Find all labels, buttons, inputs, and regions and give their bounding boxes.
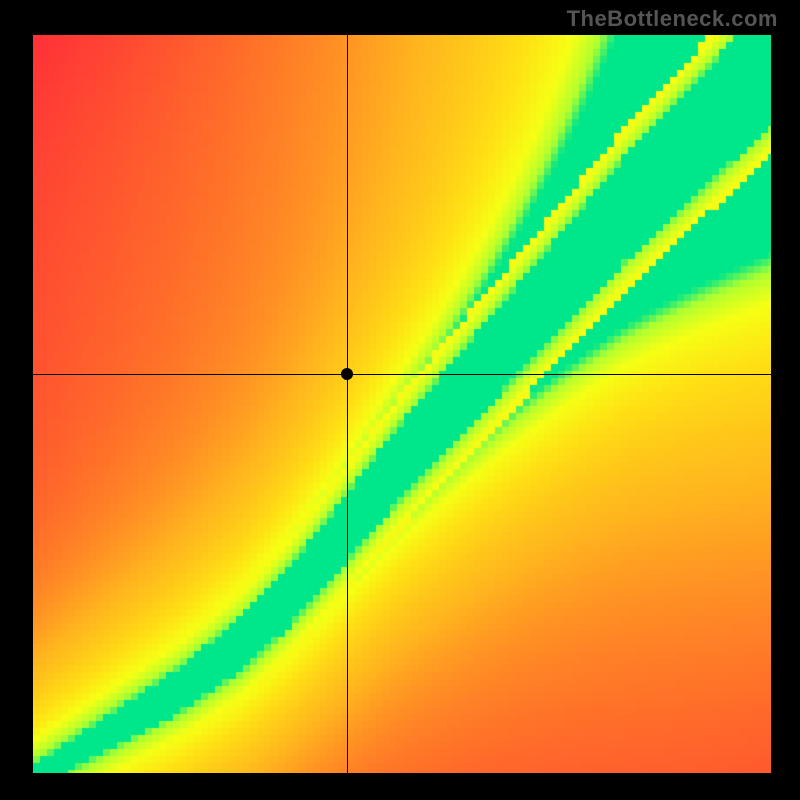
watermark-text: TheBottleneck.com bbox=[567, 6, 778, 32]
crosshair-horizontal bbox=[33, 374, 771, 375]
crosshair-marker bbox=[341, 368, 353, 380]
heatmap-plot bbox=[33, 35, 771, 773]
crosshair-vertical bbox=[347, 35, 348, 773]
heatmap-canvas bbox=[33, 35, 771, 773]
